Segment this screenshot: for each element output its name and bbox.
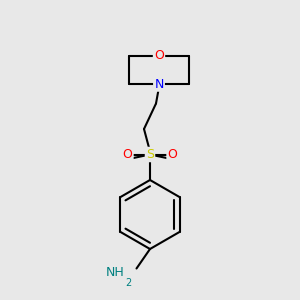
Text: O: O: [154, 49, 164, 62]
Text: S: S: [146, 148, 154, 161]
Text: N: N: [154, 77, 164, 91]
Text: 2: 2: [125, 278, 131, 288]
Text: NH: NH: [106, 266, 124, 280]
Text: O: O: [168, 148, 177, 161]
Text: O: O: [123, 148, 132, 161]
